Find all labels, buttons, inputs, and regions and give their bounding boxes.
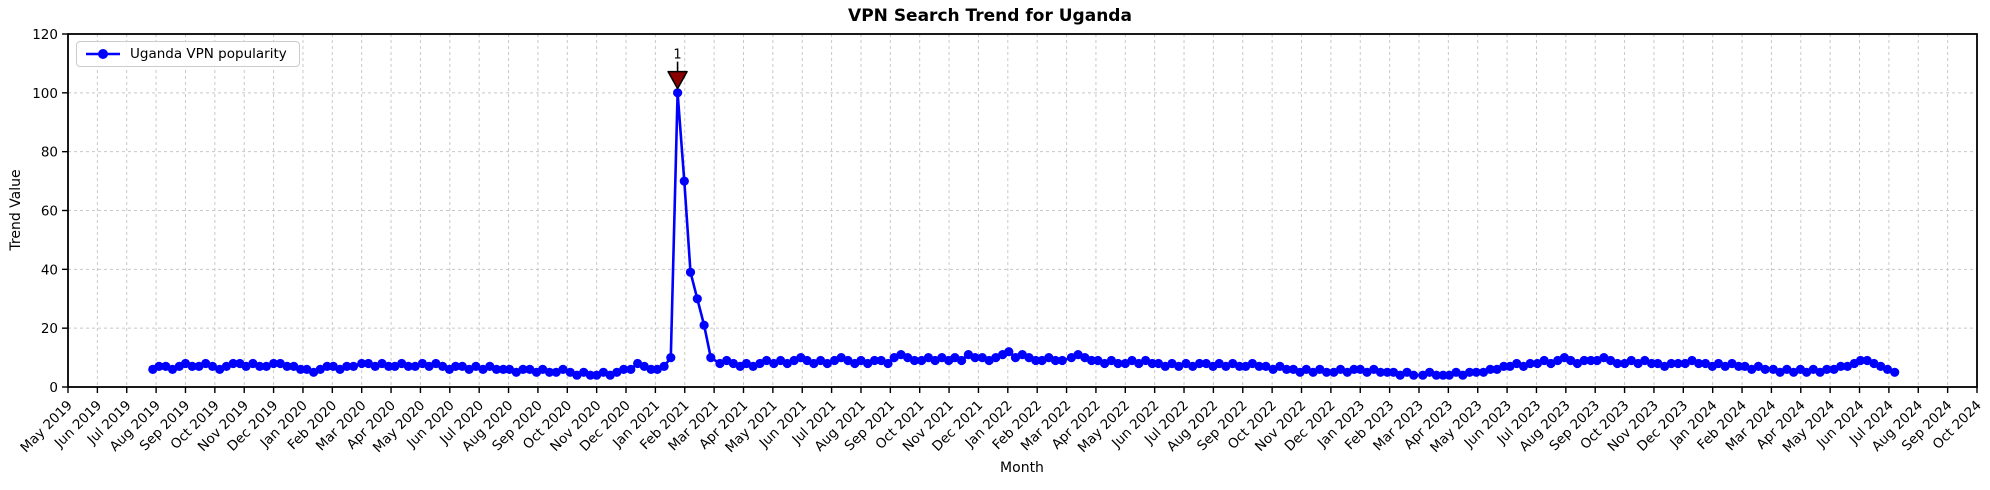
legend-line-sample-icon: [86, 49, 120, 59]
y-tick-label: 80: [41, 145, 58, 161]
y-tick-label: 60: [41, 204, 58, 220]
annotation-text: 1: [673, 48, 681, 63]
y-tick-label: 120: [32, 27, 58, 43]
y-tick-label: 0: [49, 380, 58, 396]
y-tick-label: 20: [41, 321, 58, 337]
chart-title: VPN Search Trend for Uganda: [848, 6, 1132, 26]
data-point-markers: [148, 88, 1900, 380]
trend-line: [152, 91, 1896, 377]
grid-lines: [67, 33, 1978, 388]
peak-annotation: 1: [667, 48, 688, 90]
legend-label: Uganda VPN popularity: [130, 46, 287, 62]
x-axis-label: Month: [1000, 460, 1044, 476]
y-tick-label: 40: [41, 262, 58, 278]
y-tick-label: 100: [32, 86, 58, 102]
legend: Uganda VPN popularity: [76, 41, 300, 67]
annotation-triangle-down-icon: [667, 70, 688, 90]
y-tick-labels: 0 20 40 60 80 100 120: [32, 27, 58, 396]
tick-marks: [62, 33, 1978, 393]
